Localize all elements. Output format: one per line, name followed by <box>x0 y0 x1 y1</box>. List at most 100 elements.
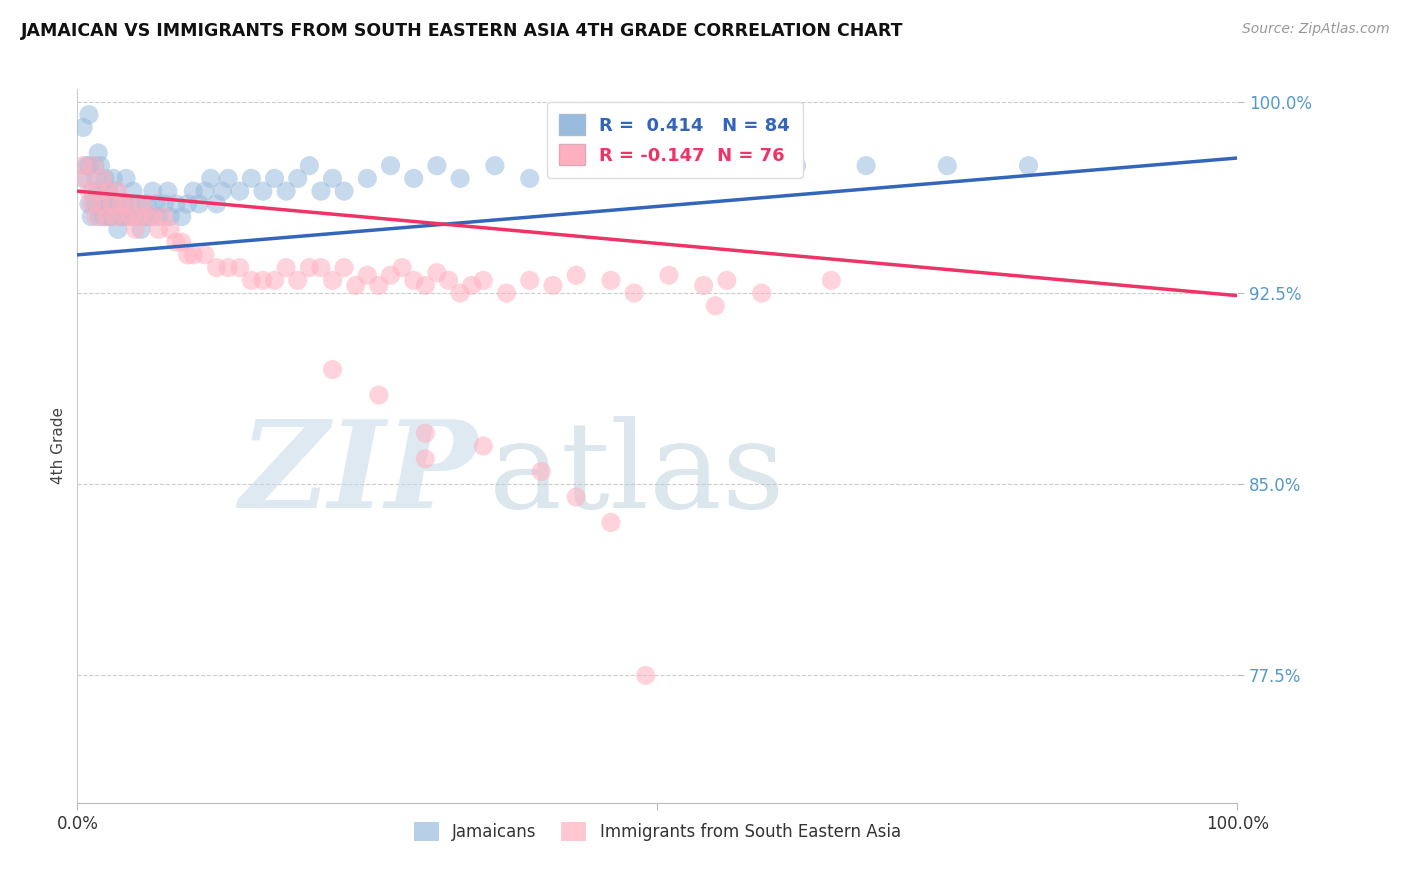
Point <box>94 171 117 186</box>
Point <box>693 278 716 293</box>
Point <box>1018 159 1040 173</box>
Point <box>170 210 193 224</box>
Legend: Jamaicans, Immigrants from South Eastern Asia: Jamaicans, Immigrants from South Eastern… <box>406 815 908 848</box>
Point <box>75 171 97 186</box>
Point <box>80 210 103 224</box>
Point <box>139 210 162 224</box>
Point <box>252 273 274 287</box>
Point <box>134 210 156 224</box>
Point <box>90 197 112 211</box>
Point <box>170 235 193 249</box>
Point <box>188 197 211 211</box>
Point <box>142 184 165 198</box>
Point <box>153 197 176 211</box>
Point <box>89 210 111 224</box>
Point <box>129 222 152 236</box>
Point <box>321 362 344 376</box>
Point <box>194 184 217 198</box>
Point <box>82 184 104 198</box>
Point <box>785 159 807 173</box>
Point <box>716 273 738 287</box>
Point <box>153 210 176 224</box>
Point <box>104 184 127 198</box>
Point <box>194 248 217 262</box>
Point <box>124 210 146 224</box>
Point <box>80 197 103 211</box>
Point <box>91 184 114 198</box>
Point <box>77 108 100 122</box>
Point <box>103 210 125 224</box>
Point <box>90 197 111 211</box>
Point <box>612 159 634 173</box>
Point <box>600 516 623 530</box>
Point <box>108 197 131 211</box>
Point <box>252 184 274 198</box>
Point <box>263 273 285 287</box>
Point <box>519 273 541 287</box>
Point <box>148 222 170 236</box>
Point <box>107 184 129 198</box>
Point <box>449 171 471 186</box>
Point <box>751 286 773 301</box>
Point <box>309 184 332 198</box>
Point <box>159 222 181 236</box>
Point <box>120 210 142 224</box>
Point <box>274 184 298 198</box>
Point <box>97 184 120 198</box>
Text: atlas: atlas <box>489 416 786 533</box>
Point <box>127 197 149 211</box>
Point <box>98 197 121 211</box>
Point <box>135 210 157 224</box>
Point <box>855 159 877 173</box>
Point <box>90 159 111 173</box>
Point <box>124 222 146 236</box>
Point <box>380 268 402 283</box>
Point <box>820 273 842 287</box>
Point <box>84 210 107 224</box>
Point <box>321 273 344 287</box>
Point <box>176 197 198 211</box>
Point <box>472 439 495 453</box>
Point <box>156 184 179 198</box>
Y-axis label: 4th Grade: 4th Grade <box>51 408 66 484</box>
Point <box>148 210 170 224</box>
Point <box>634 668 657 682</box>
Point <box>165 235 187 249</box>
Point <box>287 171 309 186</box>
Point <box>356 268 378 283</box>
Point <box>84 171 107 186</box>
Point <box>93 210 115 224</box>
Point <box>333 260 356 275</box>
Point <box>83 159 105 173</box>
Point <box>391 260 413 275</box>
Point <box>356 171 378 186</box>
Point <box>97 184 120 198</box>
Point <box>110 210 132 224</box>
Point <box>135 197 157 211</box>
Point <box>112 210 135 224</box>
Point <box>122 184 145 198</box>
Point <box>413 426 436 441</box>
Point <box>72 120 94 135</box>
Point <box>228 260 252 275</box>
Point <box>96 210 118 224</box>
Point <box>287 273 309 287</box>
Point <box>565 159 588 173</box>
Text: Source: ZipAtlas.com: Source: ZipAtlas.com <box>1241 22 1389 37</box>
Point <box>600 273 623 287</box>
Point <box>380 159 402 173</box>
Point <box>716 159 738 173</box>
Point <box>205 260 228 275</box>
Point <box>86 184 108 198</box>
Point <box>519 171 541 186</box>
Point <box>402 171 425 186</box>
Point <box>704 299 727 313</box>
Point <box>426 159 449 173</box>
Point <box>131 197 153 211</box>
Point <box>541 278 564 293</box>
Point <box>211 184 233 198</box>
Point <box>176 248 198 262</box>
Point <box>298 260 321 275</box>
Point <box>96 210 118 224</box>
Point <box>77 184 100 198</box>
